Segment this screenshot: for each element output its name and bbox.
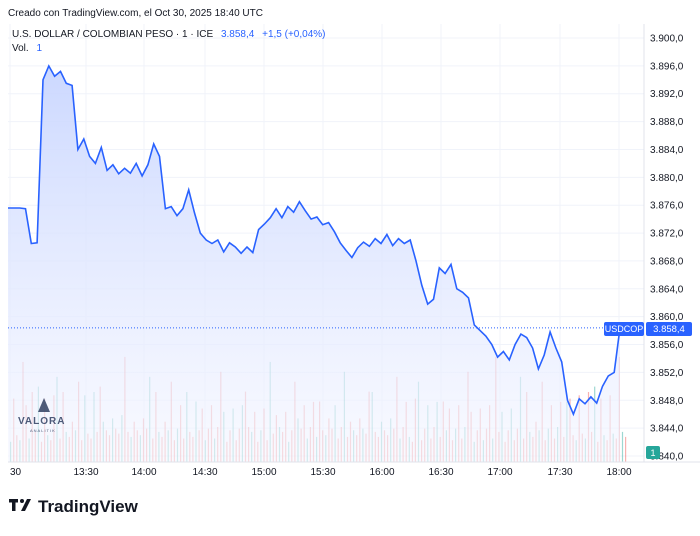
y-tick-label: 3.864,0 — [650, 284, 684, 295]
y-tick-label: 3.840,0 — [650, 452, 684, 463]
last-price-badge-text: 3.858,4 — [653, 324, 685, 335]
price-area-fill — [8, 65, 620, 463]
x-tick-label: 14:30 — [192, 467, 217, 478]
price-line — [8, 64, 621, 417]
x-tick-label: 17:30 — [547, 467, 572, 478]
symbol-badge: USDCOP — [604, 322, 644, 336]
y-tick-label: 3.856,0 — [650, 340, 684, 351]
y-tick-label: 3.852,0 — [650, 368, 684, 379]
symbol-line: U.S. DOLLAR / COLOMBIAN PESO · 1 · ICE 3… — [12, 29, 325, 40]
price-value: 3.858,4 — [221, 29, 255, 40]
volume-badge-text: 1 — [650, 448, 655, 458]
y-tick-label: 3.848,0 — [650, 396, 684, 407]
y-tick-label: 3.844,0 — [650, 424, 684, 435]
volume-bar — [621, 431, 624, 462]
x-tick-label: 15:00 — [251, 467, 276, 478]
x-tick-label: 17:00 — [487, 467, 512, 478]
x-tick-label: 18:00 — [606, 467, 631, 478]
x-tick-label: 13:30 — [73, 467, 98, 478]
volume-bar — [625, 436, 627, 462]
y-tick-label: 3.896,0 — [650, 61, 684, 72]
x-tick-label: 16:00 — [369, 467, 394, 478]
volume-badge: 1 — [646, 446, 660, 459]
y-tick-label: 3.868,0 — [650, 256, 684, 267]
watermark-brand: VALORA — [18, 416, 65, 427]
volume-legend: Vol. 1 — [12, 43, 42, 54]
volume-label: Vol. — [12, 43, 29, 54]
y-tick-label: 3.884,0 — [650, 145, 684, 156]
volume-value: 1 — [36, 43, 42, 54]
y-tick-label: 3.876,0 — [650, 201, 684, 212]
x-tick-label: 14:00 — [131, 467, 156, 478]
last-price-badge: 3.858,4 — [646, 322, 692, 336]
price-change: +1,5 (+0,04%) — [262, 29, 325, 40]
x-tick-label: 15:30 — [310, 467, 335, 478]
y-tick-label: 3.872,0 — [650, 229, 684, 240]
footer-brand: TradingView — [38, 497, 139, 516]
watermark-sub: ANALITIK — [30, 428, 56, 433]
y-tick-label: 3.892,0 — [650, 89, 684, 100]
y-tick-label: 3.860,0 — [650, 312, 684, 323]
y-tick-label: 3.900,0 — [650, 34, 684, 45]
x-axis-ticks: 30 13:30 14:00 14:30 15:00 15:30 16:00 16:30 17:… — [10, 467, 632, 478]
created-caption: Creado con TradingView.com, el Oct 30, 2… — [8, 8, 263, 19]
x-tick-label: 16:30 — [428, 467, 453, 478]
valora-watermark: VALORA ANALITIK — [18, 398, 65, 433]
symbol-title: U.S. DOLLAR / COLOMBIAN PESO · 1 · ICE — [12, 29, 213, 40]
y-axis-ticks: 3.900,0 3.896,0 3.892,0 3.888,0 3.884,0 3.880… — [650, 34, 684, 463]
valora-logo-icon — [38, 398, 50, 412]
y-tick-label: 3.880,0 — [650, 173, 684, 184]
tradingview-logo-icon — [9, 499, 31, 511]
x-tick-label: 30 — [10, 467, 22, 478]
symbol-badge-text: USDCOP — [605, 324, 644, 334]
y-tick-label: 3.888,0 — [650, 117, 684, 128]
